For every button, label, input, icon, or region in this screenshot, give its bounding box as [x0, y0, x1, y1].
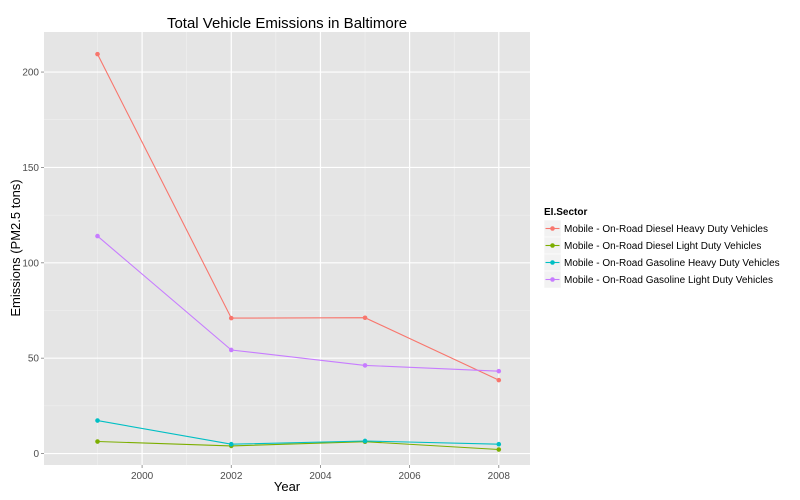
legend-label: Mobile - On-Road Gasoline Heavy Duty Veh…: [564, 258, 780, 269]
series-4-point: [496, 368, 502, 374]
series-2-point: [95, 439, 100, 444]
plot-panel: [44, 32, 530, 465]
series-3-point: [95, 418, 100, 423]
x-tick-label: 2000: [131, 471, 154, 482]
y-tick-label: 100: [22, 258, 39, 269]
series-3-point: [362, 438, 368, 444]
series-4-point: [95, 233, 100, 239]
x-axis-title: Year: [274, 479, 301, 494]
x-tick-label: 2006: [398, 471, 421, 482]
x-tick-label: 2008: [488, 471, 511, 482]
series-lines: [95, 51, 502, 452]
legend: EI.Sector Mobile - On-Road Diesel Heavy …: [543, 207, 780, 289]
y-tick-label: 150: [22, 163, 39, 174]
series-1-point: [362, 315, 368, 321]
legend-label: Mobile - On-Road Diesel Heavy Duty Vehic…: [564, 224, 768, 235]
y-tick-label: 50: [28, 354, 40, 365]
series-1-point: [228, 315, 234, 321]
legend-title: EI.Sector: [544, 207, 587, 218]
y-axis-title: Emissions (PM2.5 tons): [8, 179, 23, 316]
y-tick-label: 200: [22, 68, 39, 79]
legend-key-point: [550, 277, 555, 282]
y-tick-label: 0: [33, 449, 39, 460]
series-line-2: [97, 440, 499, 451]
legend-key-point: [550, 226, 555, 231]
series-line-4: [97, 235, 499, 372]
series-3-point: [496, 441, 502, 447]
x-tick-label: 2004: [309, 471, 332, 482]
legend-key-point: [550, 260, 555, 265]
grid-lines: [44, 32, 530, 465]
series-3-point: [228, 441, 234, 447]
series-line-1: [97, 53, 500, 381]
series-4-point: [362, 363, 368, 368]
legend-label: Mobile - On-Road Gasoline Light Duty Veh…: [564, 275, 773, 286]
legend-label: Mobile - On-Road Diesel Light Duty Vehic…: [564, 241, 761, 252]
series-4-point: [228, 347, 234, 353]
series-2-point: [496, 447, 502, 452]
legend-key-point: [550, 243, 555, 248]
series-1-point: [496, 377, 502, 383]
series-line-3: [97, 420, 499, 445]
x-tick-label: 2002: [220, 471, 243, 482]
chart-title: Total Vehicle Emissions in Baltimore: [167, 15, 407, 32]
series-1-point: [95, 51, 100, 57]
axis-ticks: 2000 2002 2004 2006 2008 0 50 100 150 200: [22, 68, 510, 482]
